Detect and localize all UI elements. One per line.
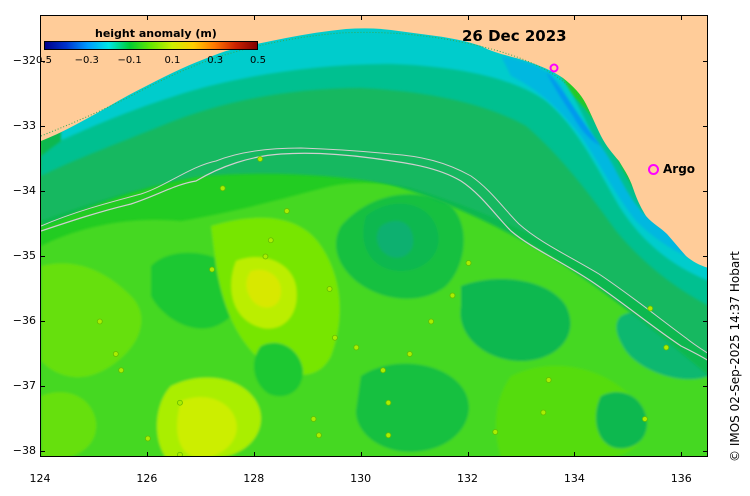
drifter-marker: [449, 292, 456, 299]
longitude-tick: [146, 452, 148, 457]
colorbar-tick-label: 0.1: [164, 55, 181, 66]
drifter-marker: [257, 156, 264, 162]
latitude-tick-label: −35: [12, 248, 36, 262]
longitude-tick: [40, 452, 41, 457]
map-frame[interactable]: [40, 15, 708, 457]
latitude-tick-label: −34: [12, 183, 36, 197]
drifter-marker: [326, 286, 333, 292]
drifter-marker: [332, 334, 338, 341]
longitude-tick: [253, 452, 255, 457]
longitude-tick: [681, 15, 683, 20]
drifter-marker: [406, 351, 413, 357]
coastal-band-3: [501, 56, 707, 266]
longitude-tick-label: 132: [457, 472, 479, 485]
colorbar-tick-label: 0.5: [250, 55, 266, 66]
colorbar-title: height anomaly (m): [95, 27, 217, 40]
longitude-tick: [681, 452, 683, 457]
drifter-marker: [283, 208, 290, 214]
argo-legend-label: Argo: [663, 162, 696, 176]
drifter-marker: [641, 416, 648, 422]
longitude-tick-label: 134: [563, 472, 585, 485]
longitude-tick: [467, 452, 469, 457]
credit-text: © IMOS 02-Sep-2025 14:37 Hobart: [728, 251, 742, 462]
drifter-marker: [353, 344, 360, 351]
latitude-tick: [703, 190, 708, 192]
latitude-tick: [40, 320, 45, 322]
drifter-marker: [267, 237, 274, 244]
longitude-tick: [40, 15, 41, 20]
argo-float-markers: [549, 63, 559, 73]
latitude-tick: [40, 190, 45, 192]
latitude-tick: [703, 450, 708, 452]
drifter-marker: [262, 253, 269, 260]
argo-float-marker[interactable]: [549, 63, 559, 73]
longitude-tick-label: 136: [670, 472, 692, 485]
latitude-tick-label: −32: [12, 53, 36, 67]
latitude-tick: [703, 320, 708, 322]
drifter-marker: [315, 432, 322, 439]
drifter-marker: [385, 432, 392, 439]
drifter-marker: [209, 266, 215, 273]
coast-dotted-outline: [41, 31, 590, 137]
sea-level-anomaly-map: [41, 16, 707, 456]
latitude-tick: [703, 255, 708, 257]
longitude-tick: [574, 452, 576, 457]
shelf-contour-200m: [41, 152, 707, 361]
latitude-tick-label: −36: [12, 313, 36, 327]
drifter-marker: [385, 399, 392, 406]
drifter-marker: [663, 344, 670, 351]
drifter-marker: [428, 318, 435, 325]
latitude-tick: [703, 125, 708, 127]
longitude-tick-label: 126: [136, 472, 158, 485]
shelf-contour-2000m: [41, 147, 707, 354]
longitude-tick: [146, 15, 148, 20]
longitude-tick-label: 128: [243, 472, 265, 485]
drifter-marker: [540, 409, 547, 416]
argo-legend-marker-icon: [648, 164, 659, 175]
map-date: 26 Dec 2023: [462, 27, 567, 45]
latitude-tick: [40, 385, 45, 387]
drifter-marker: [96, 318, 103, 325]
latitude-tick: [40, 255, 45, 257]
longitude-tick: [467, 15, 469, 20]
colorbar: [44, 41, 258, 50]
drifter-marker: [177, 399, 183, 406]
longitude-tick-label: 130: [350, 472, 372, 485]
longitude-tick: [253, 15, 255, 20]
drifter-markers: [96, 156, 670, 456]
drifter-marker: [380, 367, 386, 374]
colorbar-tick-label: −0.1: [117, 55, 142, 66]
drifter-marker: [545, 377, 552, 383]
longitude-tick: [574, 15, 576, 20]
drifter-marker: [492, 429, 499, 435]
colorbar-tick-label: −0.3: [74, 55, 99, 66]
drifter-marker: [219, 185, 226, 192]
longitude-tick-label: 124: [29, 472, 51, 485]
colorbar-tick-label: 0.5: [36, 55, 52, 66]
anomaly-contours: [41, 182, 707, 456]
drifter-marker: [310, 416, 317, 422]
coastal-band-4: [546, 71, 601, 146]
drifter-marker: [177, 451, 183, 456]
drifter-marker: [647, 305, 654, 312]
longitude-tick: [360, 15, 362, 20]
drifter-marker: [118, 367, 125, 374]
coastal-band-1: [41, 40, 707, 305]
latitude-tick: [703, 60, 708, 62]
drifter-marker: [465, 260, 472, 266]
latitude-tick: [40, 125, 45, 127]
latitude-tick: [40, 60, 45, 62]
argo-legend: Argo: [648, 162, 695, 176]
latitude-tick-label: −37: [12, 378, 36, 392]
latitude-tick: [703, 385, 708, 387]
latitude-tick-label: −33: [12, 118, 36, 132]
longitude-tick: [360, 452, 362, 457]
latitude-tick: [40, 450, 45, 452]
drifter-marker: [144, 435, 151, 442]
colorbar-tick-label: 0.3: [207, 55, 224, 66]
latitude-tick-label: −38: [12, 443, 36, 457]
drifter-marker: [112, 351, 119, 357]
